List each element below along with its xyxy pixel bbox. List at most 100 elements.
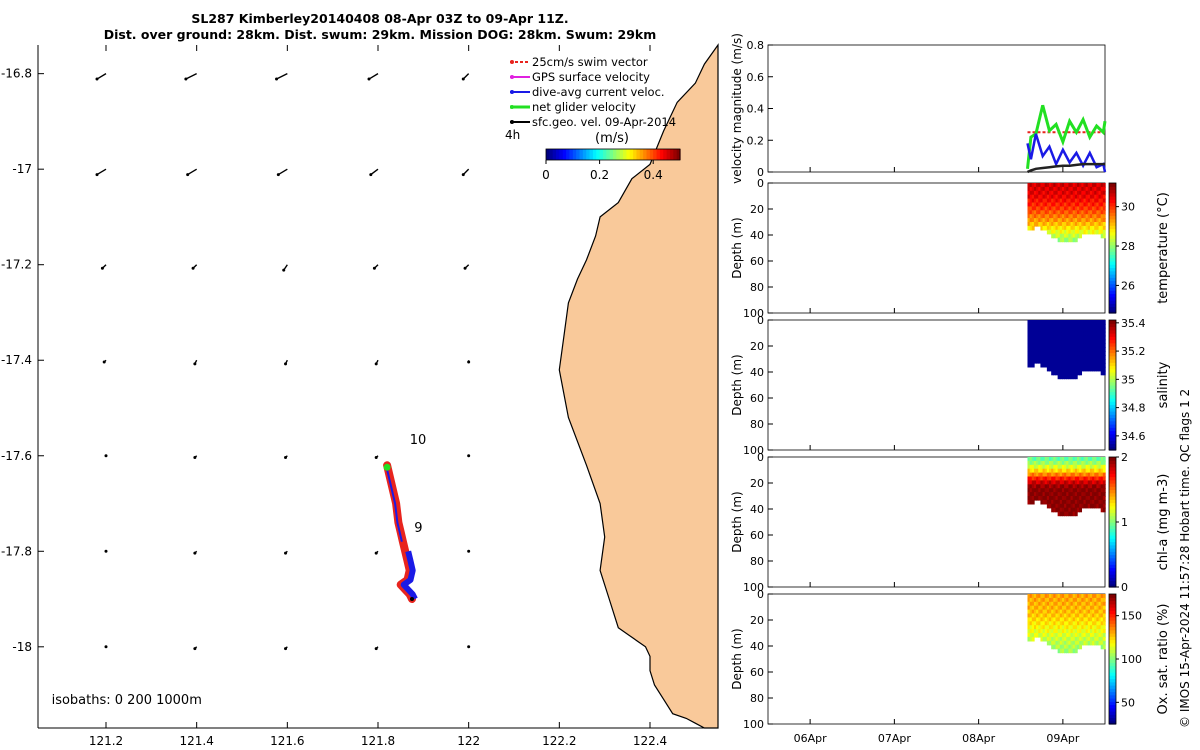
section-colorbar-cell (1109, 238, 1116, 243)
section-colorbar-cell (1109, 261, 1116, 265)
section-data-cell (1079, 613, 1083, 619)
section-data-cell (1057, 214, 1061, 219)
section-data-cell (1083, 601, 1087, 607)
section-data-cell (1085, 362, 1089, 368)
section-colorbar-cell (1109, 594, 1116, 598)
section-data-cell (1051, 229, 1055, 235)
section-data-cell (1046, 613, 1050, 619)
section-data-cell (1100, 640, 1104, 646)
section-data-cell (1051, 617, 1055, 622)
section-data-cell (1081, 214, 1085, 219)
section-colorbar-cell (1109, 613, 1116, 618)
section-data-cell (1033, 320, 1037, 325)
section-data-cell (1040, 359, 1044, 364)
section-data-cell (1029, 468, 1033, 474)
section-data-cell (1044, 464, 1048, 470)
section-data-cell (1064, 370, 1067, 376)
section-data-cell (1061, 370, 1065, 376)
section-data-cell (1027, 214, 1031, 219)
section-data-cell (1098, 343, 1102, 348)
section-data-cell (1061, 214, 1065, 219)
section-data-cell (1085, 225, 1089, 231)
section-data-cell (1079, 359, 1083, 364)
section-data-cell (1092, 225, 1095, 231)
section-data-cell (1072, 457, 1076, 462)
section-data-cell (1053, 464, 1057, 470)
section-data-cell (1055, 636, 1059, 642)
section-data-cell (1068, 339, 1072, 345)
section-data-cell (1057, 617, 1061, 622)
section-data-cell (1098, 640, 1102, 646)
section-data-cell (1042, 468, 1046, 474)
section-data-cell (1077, 355, 1080, 360)
section-data-cell (1055, 225, 1059, 231)
section-data-cell (1072, 464, 1076, 470)
section-data-cell (1042, 355, 1046, 360)
section-colorbar-cell (1109, 554, 1116, 559)
section-data-cell (1059, 609, 1063, 615)
section-data-cell (1089, 601, 1093, 607)
section-data-cell (1085, 320, 1089, 325)
section-data-cell (1085, 202, 1089, 208)
velocity-series-line (1026, 162, 1105, 174)
section-data-cell (1042, 206, 1046, 211)
section-data-cell (1094, 499, 1098, 505)
section-data-cell (1096, 355, 1100, 360)
section-data-cell (1074, 480, 1078, 485)
section-data-cell (1049, 609, 1052, 615)
section-data-cell (1087, 457, 1091, 462)
section-data-cell (1094, 229, 1098, 235)
section-data-cell (1046, 609, 1050, 615)
section-data-cell (1029, 355, 1033, 360)
section-data-cell (1059, 492, 1063, 497)
section-data-cell (1072, 355, 1076, 360)
section-data-cell (1070, 480, 1074, 485)
section-data-cell (1053, 355, 1057, 360)
section-data-cell (1055, 222, 1059, 227)
section-data-cell (1072, 488, 1076, 493)
section-data-cell (1100, 229, 1104, 235)
section-data-cell (1096, 362, 1100, 368)
section-data-cell (1092, 625, 1095, 630)
section-data-cell (1055, 613, 1059, 619)
section-data-cell (1036, 594, 1039, 599)
section-data-cell (1092, 594, 1095, 599)
section-data-cell (1031, 222, 1035, 227)
section-data-cell (1042, 605, 1046, 611)
section-colorbar-cell (1109, 577, 1116, 582)
section-data-cell (1077, 194, 1080, 200)
section-data-cell (1033, 355, 1037, 360)
colorbar-cell (649, 149, 654, 160)
section-data-cell (1044, 457, 1048, 462)
section-data-cell (1057, 225, 1061, 231)
section-data-cell (1085, 327, 1089, 333)
section-data-cell (1096, 335, 1100, 341)
section-data-cell (1087, 359, 1091, 364)
section-data-cell (1089, 190, 1093, 196)
section-data-cell (1079, 229, 1083, 235)
section-data-cell (1089, 476, 1093, 482)
section-y-tick-label: 80 (750, 692, 764, 705)
geo-velocity-vector (96, 73, 107, 80)
section-data-cell (1044, 359, 1048, 364)
section-data-cell (1102, 194, 1106, 200)
section-data-cell (1100, 644, 1104, 650)
section-data-cell (1059, 355, 1063, 360)
section-data-cell (1092, 480, 1095, 485)
section-data-cell (1049, 468, 1052, 474)
section-data-cell (1033, 625, 1037, 630)
section-data-cell (1072, 492, 1076, 497)
section-colorbar-cell (1109, 283, 1116, 288)
section-data-cell (1070, 488, 1074, 493)
section-colorbar-cell (1109, 518, 1116, 523)
section-data-cell (1033, 609, 1037, 615)
section-data-cell (1038, 457, 1042, 462)
section-data-cell (1085, 633, 1089, 638)
section-data-cell (1031, 327, 1035, 333)
section-data-cell (1027, 476, 1031, 482)
geo-velocity-vector-head (374, 362, 378, 366)
section-data-cell (1070, 370, 1074, 376)
map-x-tick-label: 121.2 (89, 734, 123, 748)
section-data-cell (1102, 636, 1106, 642)
